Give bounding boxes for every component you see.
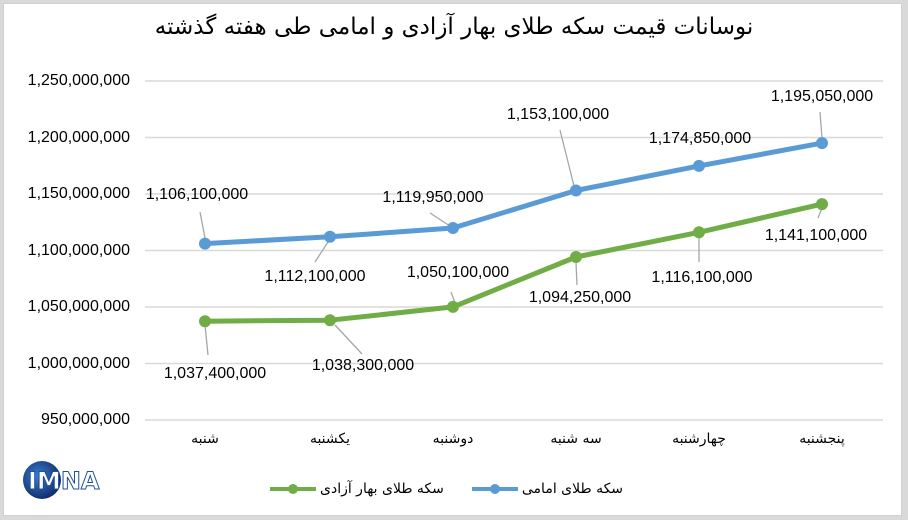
- data-label-emami: 1,106,100,000: [145, 186, 249, 203]
- legend-label-bahar: سکه طلای بهار آزادی: [320, 481, 444, 497]
- x-tick-label: پنجشنبه: [799, 431, 845, 447]
- data-label-emami: 1,174,850,000: [648, 130, 752, 147]
- gridlines: [145, 80, 883, 421]
- legend-line-marker-icon: [471, 484, 518, 494]
- data-label-bahar: 1,116,100,000: [651, 269, 753, 286]
- x-tick-label: شنبه: [191, 431, 219, 447]
- y-tick-label: 1,250,000,000: [27, 72, 130, 89]
- x-tick-label: سه شنبه: [550, 431, 602, 447]
- x-tick-label: یکشنبه: [309, 431, 351, 447]
- legend-item-bahar: سکه طلای بهار آزادی: [270, 481, 444, 497]
- data-label-bahar: 1,037,400,000: [163, 365, 267, 382]
- chart-title: نوسانات قیمت سکه طلای بهار آزادی و امامی…: [154, 14, 754, 40]
- y-tick-label: 1,050,000,000: [27, 298, 130, 315]
- y-tick-label: 1,200,000,000: [27, 128, 130, 146]
- svg-text:IMNA: IMNA: [28, 467, 100, 495]
- data-label-bahar: 1,094,250,000: [528, 289, 632, 306]
- series-markers-bahar: [199, 198, 828, 328]
- data-label-emami: 1,112,100,000: [264, 268, 366, 285]
- y-tick-label: 1,100,000,000: [27, 241, 130, 259]
- data-label-bahar: 1,141,100,000: [764, 227, 868, 244]
- legend-label-emami: سکه طلای امامی: [521, 481, 624, 497]
- y-tick-label: 950,000,000: [41, 411, 130, 428]
- data-label-emami: 1,195,050,000: [770, 88, 874, 105]
- data-label-emami: 1,153,100,000: [506, 106, 610, 123]
- data-label-bahar: 1,050,100,000: [406, 264, 510, 281]
- imna-logo-icon: IMNA: [23, 461, 100, 499]
- y-tick-label: 1,000,000,000: [27, 354, 130, 372]
- data-label-bahar: 1,038,300,000: [311, 357, 415, 374]
- series-markers-emami: [199, 137, 828, 250]
- data-label-emami: 1,119,950,000: [382, 189, 484, 206]
- y-tick-label: 1,150,000,000: [27, 185, 130, 202]
- series-line-bahar: [204, 201, 823, 324]
- series-line-emami: [204, 140, 823, 247]
- chart-legend: سکه طلای بهار آزادی سکه طلای امامی: [270, 477, 690, 501]
- chart-frame: [3, 3, 902, 516]
- x-tick-label: چهارشنبه: [672, 431, 726, 447]
- legend-line-marker-icon: [270, 484, 316, 494]
- legend-item-emami: سکه طلای امامی: [471, 481, 624, 497]
- leader-lines: [199, 111, 823, 356]
- x-tick-label: دوشنبه: [432, 431, 474, 447]
